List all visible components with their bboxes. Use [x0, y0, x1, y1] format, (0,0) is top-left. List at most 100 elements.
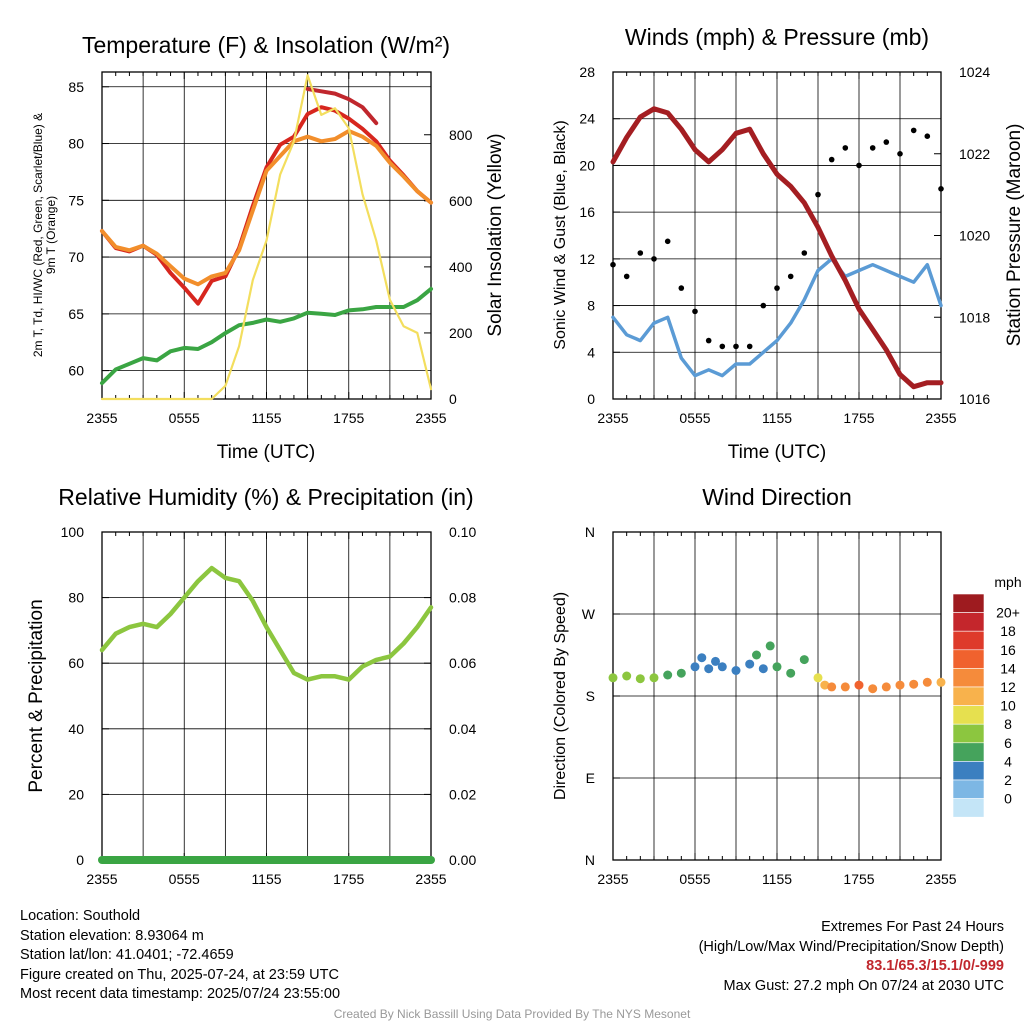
legend-swatch — [952, 668, 985, 688]
y2-tick-label: 600 — [449, 193, 473, 209]
gust-point — [842, 145, 849, 151]
direction-point — [752, 650, 761, 660]
extremes-info: Extremes For Past 24 Hours (High/Low/Max… — [699, 918, 1004, 996]
chart-title: Winds (mph) & Pressure (mb) — [625, 24, 929, 50]
direction-point — [909, 679, 919, 689]
legend-label: 12 — [1000, 679, 1016, 695]
info-created: Figure created on Thu, 2025-07-24, at 23… — [20, 966, 339, 983]
gust-point — [910, 127, 917, 134]
legend-swatch — [952, 593, 985, 613]
series-line-hi-wc — [305, 87, 379, 126]
direction-point — [840, 682, 850, 692]
direction-point — [758, 664, 768, 674]
y2-tick-label: 800 — [449, 127, 473, 143]
y-axis-label-line: 2m T, Td, HI/WC (Red, Green, Scarlet/Blu… — [31, 113, 45, 357]
direction-point — [649, 673, 659, 683]
gust-point — [692, 308, 698, 315]
legend-label: 10 — [1000, 698, 1016, 714]
direction-point — [608, 673, 618, 683]
gust-point — [883, 139, 890, 145]
direction-point — [745, 659, 755, 669]
y2-tick-label: 1016 — [959, 391, 990, 407]
y-axis-label: Direction (Colored By Speed) — [552, 592, 569, 800]
series-line-solar-insolation — [100, 74, 433, 401]
y2-tick-label: 0.04 — [449, 721, 476, 737]
x-tick-label: 1755 — [333, 871, 364, 887]
direction-point — [697, 653, 707, 663]
y-tick-label: 20 — [68, 786, 84, 802]
y2-tick-label: 0.10 — [449, 524, 476, 540]
direction-point — [827, 682, 837, 692]
y-tick-label: 0 — [587, 391, 595, 407]
y-tick-label: 0 — [76, 852, 84, 868]
gust-point — [856, 162, 862, 169]
series-line-9m-t — [100, 129, 433, 287]
y-tick-label: 16 — [579, 204, 595, 220]
x-tick-label: 2355 — [925, 871, 956, 887]
legend-label: 14 — [1000, 660, 1016, 676]
panel-3 — [98, 531, 435, 864]
x-tick-label: 2355 — [415, 410, 446, 426]
direction-point — [765, 641, 775, 651]
y2-tick-label: 400 — [449, 259, 473, 275]
legend-swatch — [952, 705, 985, 725]
y-axis-label: Percent & Precipitation — [26, 599, 47, 792]
gust-point — [897, 151, 903, 157]
legend-swatch — [952, 649, 985, 669]
x-tick-label: 2355 — [597, 871, 628, 887]
info-elevation: Station elevation: 8.93064 m — [20, 927, 204, 944]
y-axis-label: Sonic Wind & Gust (Blue, Black) — [552, 120, 569, 349]
y-tick-label: 28 — [579, 64, 595, 80]
y-tick-label: S — [586, 688, 595, 704]
legend-label: 8 — [1004, 716, 1012, 732]
legend-swatch — [952, 723, 985, 744]
gust-point — [815, 191, 821, 198]
gust-point — [760, 302, 767, 309]
y-tick-label: 80 — [68, 590, 84, 606]
y2-tick-label: 0.06 — [449, 655, 476, 671]
y-tick-label: 85 — [68, 79, 84, 95]
direction-point — [663, 670, 673, 680]
x-tick-label: 0555 — [169, 871, 200, 887]
x-tick-label: 2355 — [415, 871, 446, 887]
x-tick-label: 1755 — [843, 871, 874, 887]
info-latest: Most recent data timestamp: 2025/07/24 2… — [20, 986, 341, 1002]
direction-point — [922, 677, 932, 687]
y2-tick-label: 1020 — [959, 228, 990, 244]
direction-point — [690, 662, 700, 672]
legend-swatch — [952, 798, 985, 818]
legend-swatch — [952, 686, 985, 706]
direction-point — [936, 677, 946, 687]
y-axis-label: 2m T, Td, HI/WC (Red, Green, Scarlet/Blu… — [31, 113, 58, 357]
y2-axis-label: Station Pressure (Maroon) — [1004, 124, 1024, 347]
y2-axis-label: Solar Insolation (Yellow) — [485, 133, 506, 336]
series-line-station-pressure — [610, 106, 944, 390]
chart-title: Wind Direction — [702, 484, 852, 510]
y-tick-label: 40 — [68, 721, 84, 737]
x-axis-label: Time (UTC) — [728, 442, 827, 463]
y-tick-label: 8 — [587, 298, 595, 314]
series-line-td — [100, 286, 433, 386]
x-tick-label: 1155 — [762, 410, 792, 426]
y-tick-label: 100 — [61, 524, 85, 540]
y-tick-label: W — [582, 606, 596, 622]
legend-swatch — [952, 742, 985, 762]
gust-point — [637, 250, 644, 256]
series-line-relative-humidity — [99, 565, 434, 682]
station-info: Location: Southold Station elevation: 8.… — [20, 907, 340, 1005]
legend-swatch — [952, 779, 985, 799]
direction-point — [868, 684, 878, 694]
gust-point — [828, 156, 835, 163]
gust-point — [651, 256, 657, 262]
gust-point — [746, 343, 753, 350]
x-tick-label: 0555 — [679, 871, 710, 887]
extremes-title: Extremes For Past 24 Hours — [821, 919, 1004, 935]
x-tick-label: 1155 — [762, 871, 792, 887]
direction-point — [772, 662, 782, 672]
legend-label: 2 — [1004, 772, 1012, 788]
y-tick-label: N — [585, 524, 595, 540]
y-tick-label: 80 — [68, 136, 84, 152]
info-location: Location: Southold — [20, 908, 141, 924]
speed-legend — [952, 593, 985, 818]
y-tick-label: 12 — [579, 251, 595, 267]
